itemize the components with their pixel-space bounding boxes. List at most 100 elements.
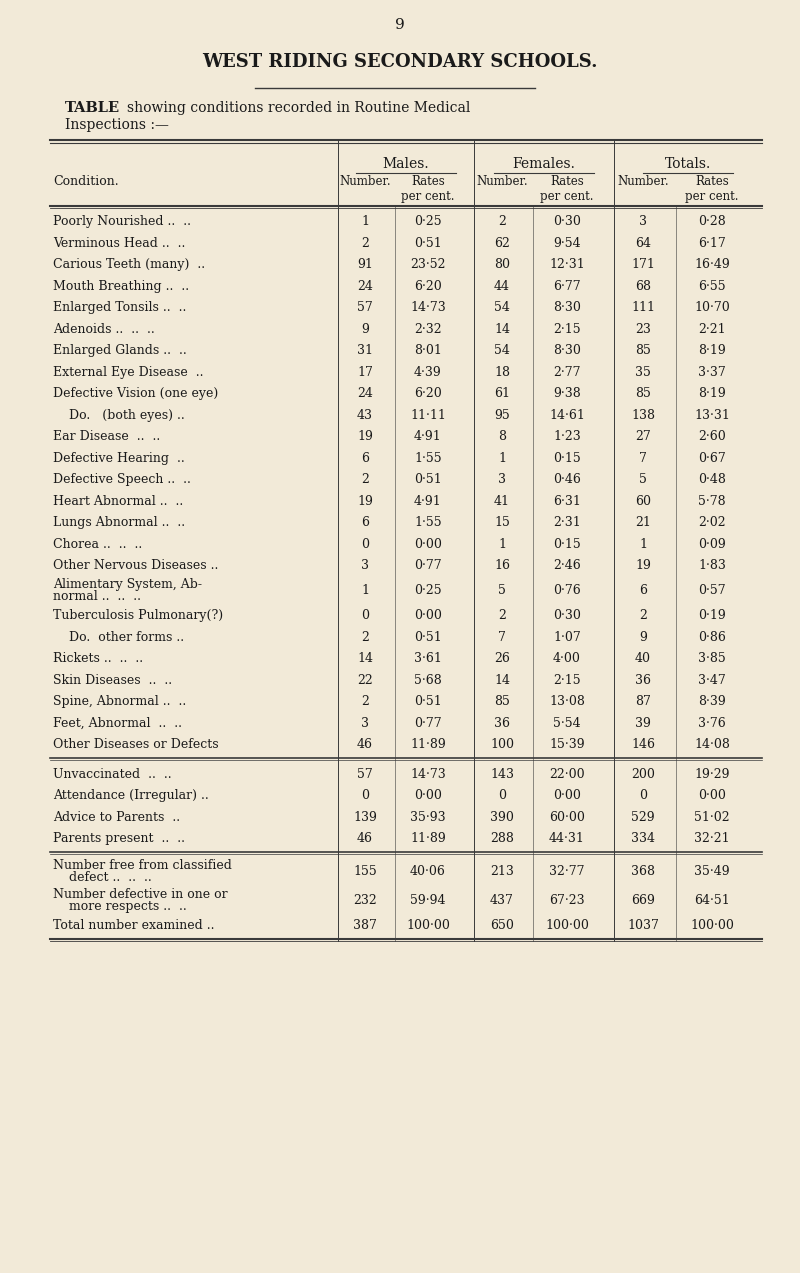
Text: 100·00: 100·00: [406, 919, 450, 932]
Text: 54: 54: [494, 302, 510, 314]
Text: WEST RIDING SECONDARY SCHOOLS.: WEST RIDING SECONDARY SCHOOLS.: [202, 53, 598, 71]
Text: 8·30: 8·30: [553, 302, 581, 314]
Text: 85: 85: [494, 695, 510, 708]
Text: 1·55: 1·55: [414, 517, 442, 530]
Text: 368: 368: [631, 866, 655, 878]
Text: 0·77: 0·77: [414, 717, 442, 729]
Text: Number.: Number.: [476, 174, 528, 188]
Text: 6·77: 6·77: [553, 280, 581, 293]
Text: 32·77: 32·77: [550, 866, 585, 878]
Text: 41: 41: [494, 495, 510, 508]
Text: 80: 80: [494, 258, 510, 271]
Text: 2: 2: [639, 610, 647, 622]
Text: 171: 171: [631, 258, 655, 271]
Text: 9·54: 9·54: [553, 237, 581, 250]
Text: 0·51: 0·51: [414, 630, 442, 644]
Text: 11·89: 11·89: [410, 738, 446, 751]
Text: 13·31: 13·31: [694, 409, 730, 421]
Text: 91: 91: [357, 258, 373, 271]
Text: 9: 9: [361, 323, 369, 336]
Text: 437: 437: [490, 894, 514, 906]
Text: 0: 0: [639, 789, 647, 802]
Text: 0·00: 0·00: [698, 789, 726, 802]
Text: Rates
per cent.: Rates per cent.: [686, 174, 738, 202]
Text: 3: 3: [498, 474, 506, 486]
Text: 200: 200: [631, 768, 655, 780]
Text: 32·21: 32·21: [694, 833, 730, 845]
Text: 39: 39: [635, 717, 651, 729]
Text: 17: 17: [357, 365, 373, 379]
Text: 5: 5: [498, 584, 506, 597]
Text: 3: 3: [361, 717, 369, 729]
Text: 64·51: 64·51: [694, 894, 730, 906]
Text: 3: 3: [361, 559, 369, 573]
Text: 44·31: 44·31: [549, 833, 585, 845]
Text: 2·60: 2·60: [698, 430, 726, 443]
Text: 11·11: 11·11: [410, 409, 446, 421]
Text: Defective Vision (one eye): Defective Vision (one eye): [53, 387, 218, 400]
Text: 8: 8: [498, 430, 506, 443]
Text: 1: 1: [361, 584, 369, 597]
Text: 87: 87: [635, 695, 651, 708]
Text: 334: 334: [631, 833, 655, 845]
Text: 6·20: 6·20: [414, 387, 442, 400]
Text: 8·19: 8·19: [698, 344, 726, 358]
Text: showing conditions recorded in Routine Medical: showing conditions recorded in Routine M…: [127, 101, 470, 115]
Text: Number.: Number.: [617, 174, 669, 188]
Text: 6: 6: [361, 517, 369, 530]
Text: 288: 288: [490, 833, 514, 845]
Text: Rates
per cent.: Rates per cent.: [402, 174, 454, 202]
Text: 2: 2: [361, 474, 369, 486]
Text: 35·49: 35·49: [694, 866, 730, 878]
Text: 51·02: 51·02: [694, 811, 730, 824]
Text: Condition.: Condition.: [53, 174, 118, 188]
Text: 85: 85: [635, 387, 651, 400]
Text: 387: 387: [353, 919, 377, 932]
Text: Total number examined ..: Total number examined ..: [53, 919, 214, 932]
Text: Adenoids ..  ..  ..: Adenoids .. .. ..: [53, 323, 154, 336]
Text: 67·23: 67·23: [549, 894, 585, 906]
Text: 35·93: 35·93: [410, 811, 446, 824]
Text: Other Nervous Diseases ..: Other Nervous Diseases ..: [53, 559, 218, 573]
Text: 21: 21: [635, 517, 651, 530]
Text: 0·25: 0·25: [414, 215, 442, 228]
Text: 3·76: 3·76: [698, 717, 726, 729]
Text: 2·21: 2·21: [698, 323, 726, 336]
Text: 2: 2: [498, 610, 506, 622]
Text: 8·01: 8·01: [414, 344, 442, 358]
Text: 3·47: 3·47: [698, 673, 726, 686]
Text: 0·15: 0·15: [553, 452, 581, 465]
Text: Unvaccinated  ..  ..: Unvaccinated .. ..: [53, 768, 172, 780]
Text: 19: 19: [357, 495, 373, 508]
Text: 22: 22: [357, 673, 373, 686]
Text: 16·49: 16·49: [694, 258, 730, 271]
Text: Defective Hearing  ..: Defective Hearing ..: [53, 452, 185, 465]
Text: 12·31: 12·31: [549, 258, 585, 271]
Text: 14·73: 14·73: [410, 302, 446, 314]
Text: 2·15: 2·15: [553, 323, 581, 336]
Text: Do.   (both eyes) ..: Do. (both eyes) ..: [53, 409, 185, 421]
Text: Other Diseases or Defects: Other Diseases or Defects: [53, 738, 218, 751]
Text: 14·73: 14·73: [410, 768, 446, 780]
Text: defect ..  ..  ..: defect .. .. ..: [53, 871, 152, 885]
Text: 0·46: 0·46: [553, 474, 581, 486]
Text: 232: 232: [353, 894, 377, 906]
Text: 7: 7: [498, 630, 506, 644]
Text: 1037: 1037: [627, 919, 659, 932]
Text: 16: 16: [494, 559, 510, 573]
Text: 19: 19: [635, 559, 651, 573]
Text: 26: 26: [494, 652, 510, 666]
Text: 2·77: 2·77: [554, 365, 581, 379]
Text: Rates
per cent.: Rates per cent.: [540, 174, 594, 202]
Text: 0·00: 0·00: [414, 789, 442, 802]
Text: 35: 35: [635, 365, 651, 379]
Text: 669: 669: [631, 894, 655, 906]
Text: 57: 57: [357, 768, 373, 780]
Text: 146: 146: [631, 738, 655, 751]
Text: Alimentary System, Ab-: Alimentary System, Ab-: [53, 578, 202, 591]
Text: 27: 27: [635, 430, 651, 443]
Text: Enlarged Glands ..  ..: Enlarged Glands .. ..: [53, 344, 186, 358]
Text: 138: 138: [631, 409, 655, 421]
Text: 0·28: 0·28: [698, 215, 726, 228]
Text: Number defective in one or: Number defective in one or: [53, 887, 228, 901]
